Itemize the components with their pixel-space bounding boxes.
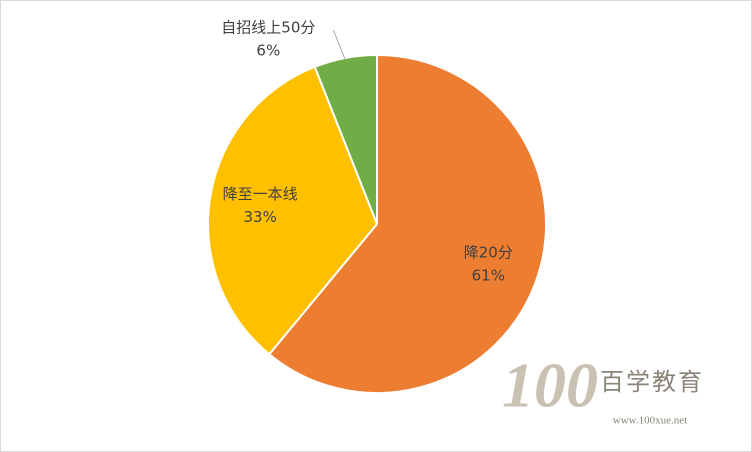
pie-slice	[313, 53, 378, 225]
watermark-url: www.100xue.net	[613, 415, 687, 427]
pie-slice	[207, 65, 379, 356]
pie-slice	[267, 53, 547, 394]
watermark-name: 百学教育	[600, 368, 704, 396]
slice-label: 降至一本线	[223, 185, 298, 203]
watermark-logo: 100	[502, 350, 598, 421]
slice-value-label: 61%	[472, 267, 505, 285]
slice-label: 自招线上50分	[221, 19, 315, 37]
slice-value-label: 33%	[243, 208, 276, 226]
slice-value-label: 6%	[256, 42, 280, 60]
leader-line	[332, 29, 346, 61]
watermark: 100 百学教育 www.100xue.net	[502, 350, 704, 427]
slice-label: 降20分	[464, 244, 513, 262]
